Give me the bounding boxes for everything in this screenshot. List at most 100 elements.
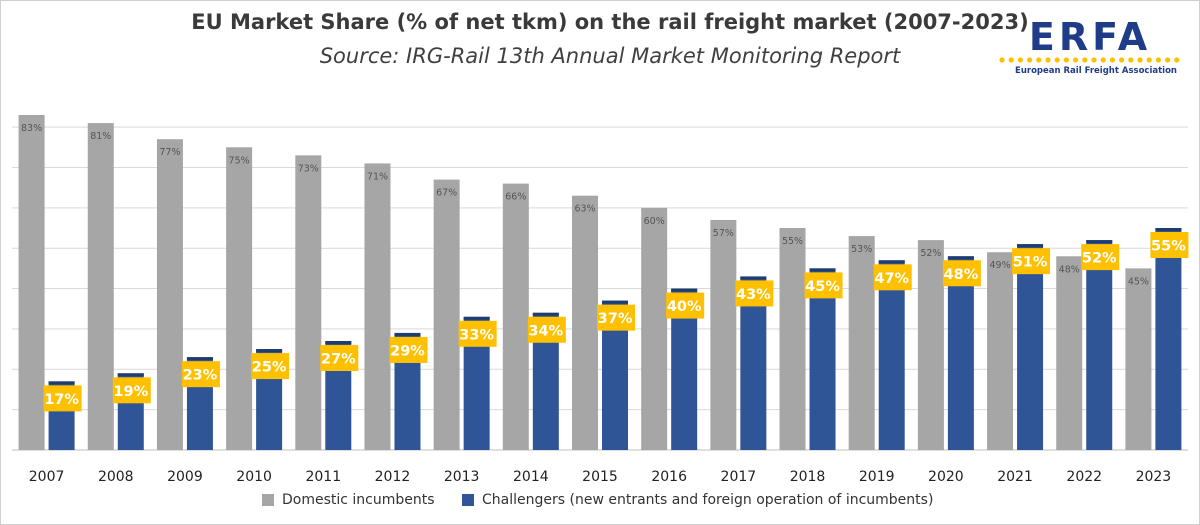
legend-swatch-challengers bbox=[462, 494, 474, 506]
x-tick-2022: 2022 bbox=[1066, 469, 1102, 485]
logo-dot bbox=[1082, 57, 1088, 63]
bar-incumbents-2007 bbox=[18, 115, 45, 450]
legend-item-challengers: Challengers (new entrants and foreign op… bbox=[462, 492, 933, 508]
bar-incumbents-2021 bbox=[987, 252, 1014, 450]
logo-dot bbox=[1128, 57, 1134, 63]
label-challengers-2015: 37% bbox=[598, 311, 633, 327]
label-challengers-2012: 29% bbox=[390, 343, 425, 359]
label-challengers-2010: 25% bbox=[252, 360, 287, 376]
bar-incumbents-2018 bbox=[779, 228, 806, 450]
label-incumbents-2016: 60% bbox=[644, 216, 665, 227]
logo-dot bbox=[1109, 57, 1115, 63]
label-challengers-2013: 33% bbox=[459, 327, 494, 343]
label-box-challengers-2013 bbox=[458, 320, 497, 347]
label-challengers-2011: 27% bbox=[321, 352, 356, 368]
bar-incumbents-2012 bbox=[364, 163, 391, 451]
bar-challengers-2022 bbox=[1086, 240, 1113, 450]
logo-dot bbox=[999, 57, 1005, 63]
x-tick-2011: 2011 bbox=[305, 469, 341, 485]
logo-dot bbox=[1063, 57, 1069, 63]
erfa-logo: ERFA bbox=[999, 15, 1180, 63]
bar-challengers-2020 bbox=[947, 256, 974, 450]
label-incumbents-2021: 49% bbox=[989, 260, 1010, 271]
logo-dot bbox=[1119, 57, 1125, 63]
bar-challengers-cap-2008 bbox=[117, 373, 144, 377]
x-tick-2015: 2015 bbox=[582, 469, 618, 485]
logo-dot bbox=[1100, 57, 1106, 63]
label-incumbents-2009: 77% bbox=[159, 147, 180, 158]
x-tick-2008: 2008 bbox=[98, 469, 134, 485]
label-challengers-2023: 55% bbox=[1151, 239, 1186, 255]
label-challengers-2007: 17% bbox=[44, 392, 79, 408]
bar-challengers-cap-2010 bbox=[256, 349, 283, 353]
label-box-challengers-2015 bbox=[597, 304, 635, 331]
x-tick-2010: 2010 bbox=[236, 469, 272, 485]
bar-incumbents-2010 bbox=[226, 147, 253, 450]
logo-dot bbox=[1036, 57, 1042, 63]
bar-incumbents-2011 bbox=[295, 155, 322, 450]
bar-incumbents-2016 bbox=[641, 207, 668, 450]
label-challengers-2018: 45% bbox=[805, 279, 840, 295]
label-incumbents-2023: 45% bbox=[1128, 276, 1149, 287]
label-box-challengers-2018 bbox=[804, 272, 843, 299]
x-tick-2018: 2018 bbox=[790, 469, 826, 485]
bar-challengers-cap-2013 bbox=[463, 316, 490, 320]
logo-dot bbox=[1054, 57, 1060, 63]
bar-challengers-cap-2018 bbox=[809, 268, 836, 272]
logo-dots bbox=[999, 57, 1180, 63]
legend: Domestic incumbents Challengers (new ent… bbox=[0, 492, 1200, 516]
legend-swatch-incumbents bbox=[262, 494, 274, 506]
bar-challengers-cap-2019 bbox=[878, 260, 905, 264]
bar-challengers-cap-2020 bbox=[947, 256, 974, 260]
label-box-challengers-2014 bbox=[527, 316, 566, 343]
label-box-challengers-2008 bbox=[112, 377, 151, 404]
bar-challengers-cap-2007 bbox=[48, 381, 75, 385]
bar-challengers-2019 bbox=[878, 260, 905, 450]
x-tick-2021: 2021 bbox=[997, 469, 1033, 485]
label-incumbents-2013: 67% bbox=[436, 188, 457, 199]
label-box-challengers-2011 bbox=[320, 345, 359, 372]
bar-challengers-2018 bbox=[809, 268, 836, 450]
label-incumbents-2020: 52% bbox=[920, 248, 941, 259]
x-tick-2012: 2012 bbox=[375, 469, 411, 485]
x-tick-2013: 2013 bbox=[444, 469, 480, 485]
chart-title: EU Market Share (% of net tkm) on the ra… bbox=[191, 10, 1029, 34]
bar-challengers-cap-2014 bbox=[532, 312, 559, 316]
logo-dot bbox=[1017, 57, 1023, 63]
logo-text: ERFA bbox=[1029, 15, 1151, 59]
label-incumbents-2011: 73% bbox=[298, 163, 319, 174]
bar-incumbents-2009 bbox=[156, 139, 183, 451]
bar-challengers-cap-2011 bbox=[325, 341, 352, 345]
label-incumbents-2012: 71% bbox=[367, 171, 388, 182]
bar-challengers-2021 bbox=[1017, 244, 1044, 450]
bar-incumbents-2020 bbox=[917, 240, 944, 450]
logo-dot bbox=[1045, 57, 1051, 63]
bar-incumbents-2015 bbox=[572, 195, 598, 450]
label-incumbents-2015: 63% bbox=[574, 204, 595, 215]
legend-label-challengers: Challengers (new entrants and foreign op… bbox=[482, 492, 934, 508]
label-box-challengers-2023 bbox=[1150, 232, 1189, 259]
label-incumbents-2014: 66% bbox=[505, 192, 526, 203]
bar-incumbents-2017 bbox=[710, 219, 737, 450]
label-challengers-2017: 43% bbox=[736, 287, 771, 303]
label-box-challengers-2009 bbox=[181, 361, 220, 388]
label-box-challengers-2022 bbox=[1081, 244, 1120, 271]
bar-incumbents-2014 bbox=[502, 183, 529, 451]
bar-challengers-cap-2021 bbox=[1017, 244, 1044, 248]
bar-challengers-cap-2017 bbox=[740, 276, 767, 280]
label-box-challengers-2020 bbox=[942, 260, 981, 287]
label-incumbents-2007: 83% bbox=[21, 123, 42, 134]
x-tick-2014: 2014 bbox=[513, 469, 549, 485]
x-axis-ticks: 2007 2008 2009 2010 2011 2012 2013 2014 2015 2016… bbox=[29, 469, 1171, 485]
bar-challengers-cap-2012 bbox=[394, 332, 421, 336]
label-challengers-2016: 40% bbox=[667, 299, 702, 315]
x-tick-2020: 2020 bbox=[928, 469, 964, 485]
logo-dot bbox=[1174, 57, 1180, 63]
label-challengers-2019: 47% bbox=[874, 271, 909, 287]
x-tick-2023: 2023 bbox=[1136, 469, 1172, 485]
label-box-challengers-2017 bbox=[735, 280, 774, 307]
label-incumbents-2019: 53% bbox=[851, 244, 872, 255]
logo-dot bbox=[1137, 57, 1143, 63]
label-incumbents-2008: 81% bbox=[90, 131, 111, 142]
x-tick-2009: 2009 bbox=[167, 469, 203, 485]
